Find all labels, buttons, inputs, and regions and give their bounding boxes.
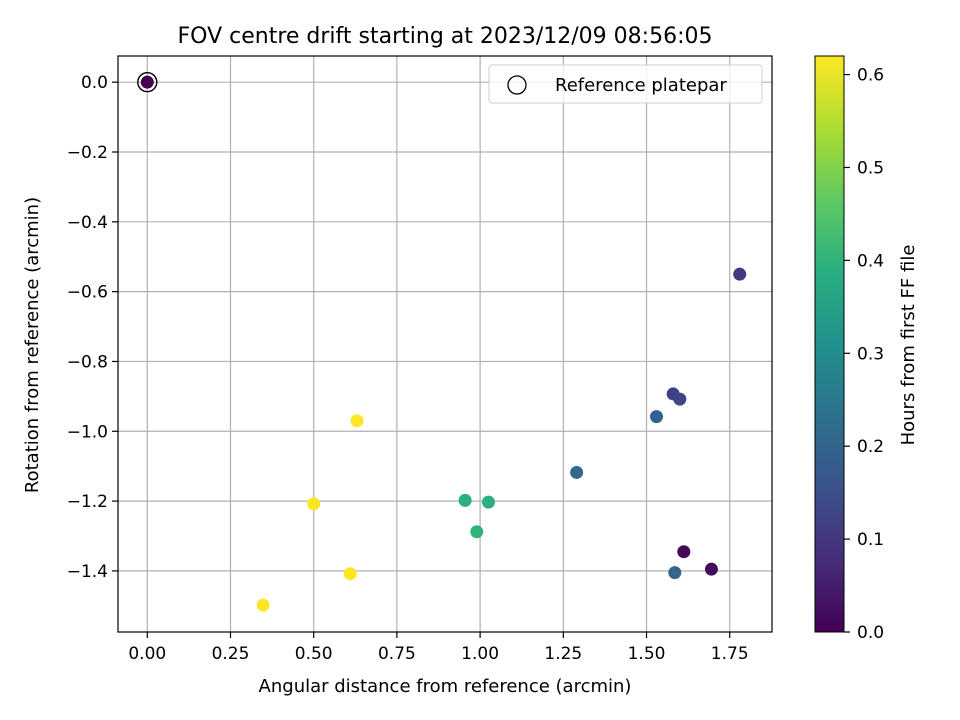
x-axis-ticks: 0.00 0.25 0.50 0.75 1.00 1.25 1.50 1.75 <box>128 632 749 664</box>
legend-reference-marker <box>507 75 527 95</box>
data-point <box>307 497 321 511</box>
x-tick-label: 1.25 <box>544 644 582 664</box>
y-tick-label: −1.0 <box>67 422 108 442</box>
y-tick-label: −1.4 <box>67 562 108 582</box>
x-tick-label: 0.00 <box>128 644 166 664</box>
colorbar-tick-label: 0.6 <box>857 66 884 86</box>
data-point <box>458 493 472 507</box>
x-tick-label: 1.50 <box>628 644 666 664</box>
reference-platepar-marker <box>137 71 158 93</box>
y-tick-label: −0.4 <box>67 213 108 233</box>
data-point <box>570 465 584 479</box>
x-tick-label: 0.50 <box>295 644 333 664</box>
data-point <box>350 414 364 428</box>
plot-frame <box>117 55 773 633</box>
colorbar-tick-label: 0.2 <box>857 437 884 457</box>
colorbar-label: Hours from first FF file <box>898 245 919 446</box>
data-point <box>677 545 691 559</box>
data-point <box>481 495 495 509</box>
colorbar-ticks: 0.0 0.1 0.2 0.3 0.4 0.5 0.6 <box>844 66 884 643</box>
x-tick-label: 0.25 <box>212 644 250 664</box>
data-point <box>650 410 664 424</box>
colorbar-tick-label: 0.5 <box>857 158 884 178</box>
x-tick-label: 1.75 <box>711 644 749 664</box>
data-point <box>256 598 270 612</box>
colorbar: 0.0 0.1 0.2 0.3 0.4 0.5 0.6 Hours from first F… <box>814 55 919 643</box>
data-points <box>137 71 747 612</box>
data-point <box>704 562 718 576</box>
colorbar-tick-label: 0.3 <box>857 344 884 364</box>
legend-box <box>488 64 763 104</box>
y-tick-label: 0.0 <box>81 73 108 93</box>
x-axis-label: Angular distance from reference (arcmin) <box>259 676 632 697</box>
y-axis-label: Rotation from reference (arcmin) <box>22 197 43 493</box>
data-point <box>668 566 682 580</box>
data-point <box>343 567 357 581</box>
colorbar-tick-label: 0.0 <box>857 623 884 643</box>
colorbar-tick-label: 0.4 <box>857 251 884 271</box>
colorbar-gradient <box>814 55 845 633</box>
data-point <box>140 75 154 89</box>
colorbar-tick-label: 0.1 <box>857 530 884 550</box>
y-tick-label: −0.8 <box>67 352 108 372</box>
data-point <box>733 267 747 281</box>
y-tick-label: −0.6 <box>67 283 108 303</box>
data-point <box>470 525 484 539</box>
chart-title: FOV centre drift starting at 2023/12/09 … <box>178 24 713 49</box>
grid-lines <box>118 56 772 632</box>
y-axis-ticks: 0.0 −0.2 −0.4 −0.6 −0.8 −1.0 −1.2 −1.4 <box>67 73 118 582</box>
y-tick-label: −0.2 <box>67 143 108 163</box>
legend-entry-reference: Reference platepar <box>555 75 727 96</box>
data-point <box>673 392 687 406</box>
x-tick-label: 1.00 <box>461 644 499 664</box>
y-tick-label: −1.2 <box>67 492 108 512</box>
x-tick-label: 0.75 <box>378 644 416 664</box>
legend: Reference platepar <box>488 64 763 104</box>
